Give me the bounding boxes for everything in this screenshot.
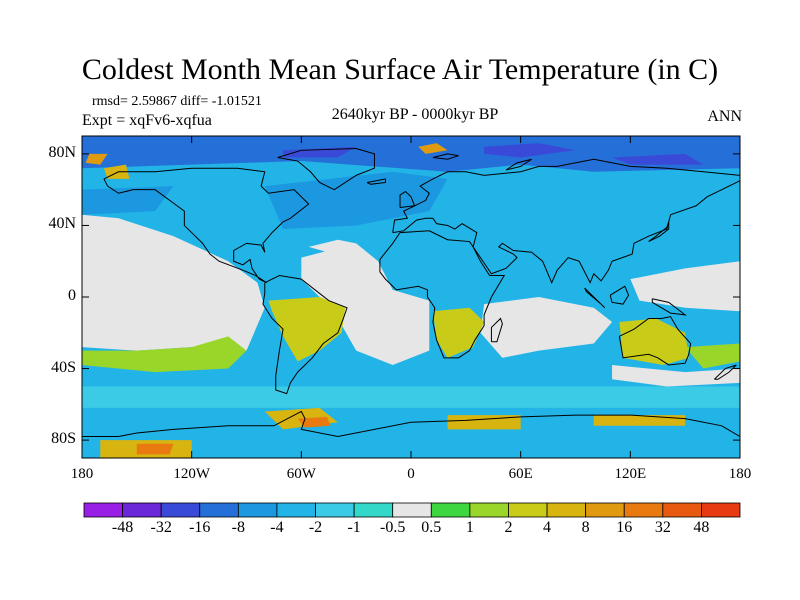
- colorbar-label: 32: [654, 519, 671, 536]
- coastline-antarctica: [82, 410, 740, 438]
- region-southern-africa-warm: [432, 307, 485, 358]
- lon-tick-label: 120E: [614, 466, 647, 482]
- colorbar-label: -1: [347, 519, 361, 536]
- region-antarctic-interior: [337, 429, 448, 451]
- region-north-atlantic-cool-2: [82, 186, 174, 215]
- colorbar-label: 2: [504, 519, 513, 536]
- colorbar-box: [469, 502, 509, 518]
- lon-tick-label: 180: [70, 466, 94, 482]
- colorbar-label: -2: [308, 519, 323, 536]
- colorbar-box: [392, 502, 432, 518]
- lat-tick-label: 40N: [48, 215, 76, 233]
- coastline-novaya-zemlya: [505, 158, 532, 171]
- period-label: 2640kyr BP - 0000kyr BP: [331, 106, 499, 123]
- chart-title: Coldest Month Mean Surface Air Temperatu…: [81, 53, 719, 86]
- region-barents-warm-spot-1: [418, 143, 448, 154]
- colorbar-box: [276, 502, 316, 518]
- colorbar-box: [623, 502, 664, 518]
- colorbar-label: 4: [543, 519, 552, 536]
- coastline-new-guinea: [651, 298, 687, 316]
- region-siberia-very-cold-1: [484, 143, 576, 158]
- lon-tick-label: 120W: [173, 466, 210, 482]
- coastline-madagascar: [490, 317, 503, 343]
- colorbar-label: -16: [189, 519, 211, 536]
- lon-tick-label: 60W: [286, 466, 316, 482]
- colorbar-box: [315, 502, 355, 518]
- colorbar-box: [546, 502, 587, 518]
- region-tropical-atlantic-neutral-1: [301, 243, 430, 365]
- coastline-borneo: [609, 285, 630, 305]
- colorbar-label: -48: [111, 519, 134, 536]
- colorbar-label: 0.5: [421, 519, 442, 536]
- coastline-new-zealand: [714, 364, 737, 380]
- colorbar-label: -32: [150, 519, 172, 536]
- colorbar-label: 8: [581, 519, 590, 536]
- stats-text: rmsd= 2.59867 diff= -1.01521: [92, 94, 262, 109]
- colorbar-box: [237, 502, 278, 518]
- colorbar-box: [160, 502, 201, 518]
- colorbar-box: [122, 502, 162, 518]
- coastline-uk: [399, 190, 416, 209]
- region-barents-warm-spot-2: [85, 153, 108, 165]
- region-ross-sea-warm-3: [593, 415, 686, 426]
- colorbar-box: [662, 502, 702, 518]
- region-weddell-hotspot-1: [297, 416, 331, 428]
- colorbar-label: -8: [231, 519, 245, 536]
- lon-tick-label: 180: [728, 466, 752, 482]
- lon-tick-label: 60E: [508, 466, 533, 482]
- region-indian-ocean-neutral-2: [612, 364, 740, 387]
- colorbar-box: [353, 502, 394, 518]
- coastline-greenland: [277, 148, 375, 191]
- region-southern-ocean-belt: [82, 386, 740, 408]
- coastline-svalbard: [432, 153, 459, 160]
- coastline-north-america: [103, 167, 310, 284]
- region-tropical-atlantic-neutral-2: [308, 239, 357, 255]
- region-australia-warm: [619, 318, 689, 365]
- coastline-japan: [648, 221, 670, 242]
- coastline-south-america: [262, 275, 348, 395]
- colorbar-label: 48: [693, 519, 710, 536]
- colorbar-label: 16: [616, 519, 633, 536]
- colorbar-label: -4: [270, 519, 284, 536]
- region-south-pacific-warm-1: [82, 336, 247, 373]
- lat-tick-label: 40S: [51, 358, 76, 376]
- region-indian-ocean-neutral-1: [480, 297, 613, 358]
- season-label: ANN: [707, 108, 742, 125]
- lat-tick-label: 80S: [51, 430, 76, 448]
- region-tropical-pacific-neutral-2: [630, 261, 740, 312]
- region-tropical-pacific-neutral-1: [82, 214, 265, 351]
- region-ross-sea-warm-2: [447, 415, 521, 430]
- colorbar-box: [508, 502, 548, 518]
- colorbar-box: [701, 502, 741, 518]
- lat-tick-label: 80N: [48, 143, 76, 161]
- colorbar-box: [83, 502, 123, 518]
- region-weddell-hotspot-2: [136, 443, 174, 455]
- colorbar-box: [199, 502, 239, 518]
- coastline-sumatra: [584, 287, 606, 309]
- colorbar-box: [430, 502, 471, 518]
- coastline-australia: [618, 316, 692, 366]
- region-brazil-warm: [268, 297, 346, 362]
- lat-tick-label: 0: [68, 287, 76, 304]
- region-north-atlantic-cool-1: [264, 171, 448, 230]
- colorbar-label: 1: [465, 519, 474, 536]
- region-siberia-very-cold-2: [612, 153, 704, 165]
- coastline-africa: [379, 230, 506, 359]
- region-south-pacific-warm-2: [685, 343, 740, 369]
- colorbar-box: [585, 502, 625, 518]
- coastline-eurasia: [392, 158, 740, 284]
- lon-tick-label: 0: [407, 466, 415, 482]
- colorbar-label: -0.5: [380, 519, 406, 536]
- coastline-iceland: [366, 178, 386, 185]
- experiment-label: Expt = xqFv6-xqfua: [82, 112, 212, 129]
